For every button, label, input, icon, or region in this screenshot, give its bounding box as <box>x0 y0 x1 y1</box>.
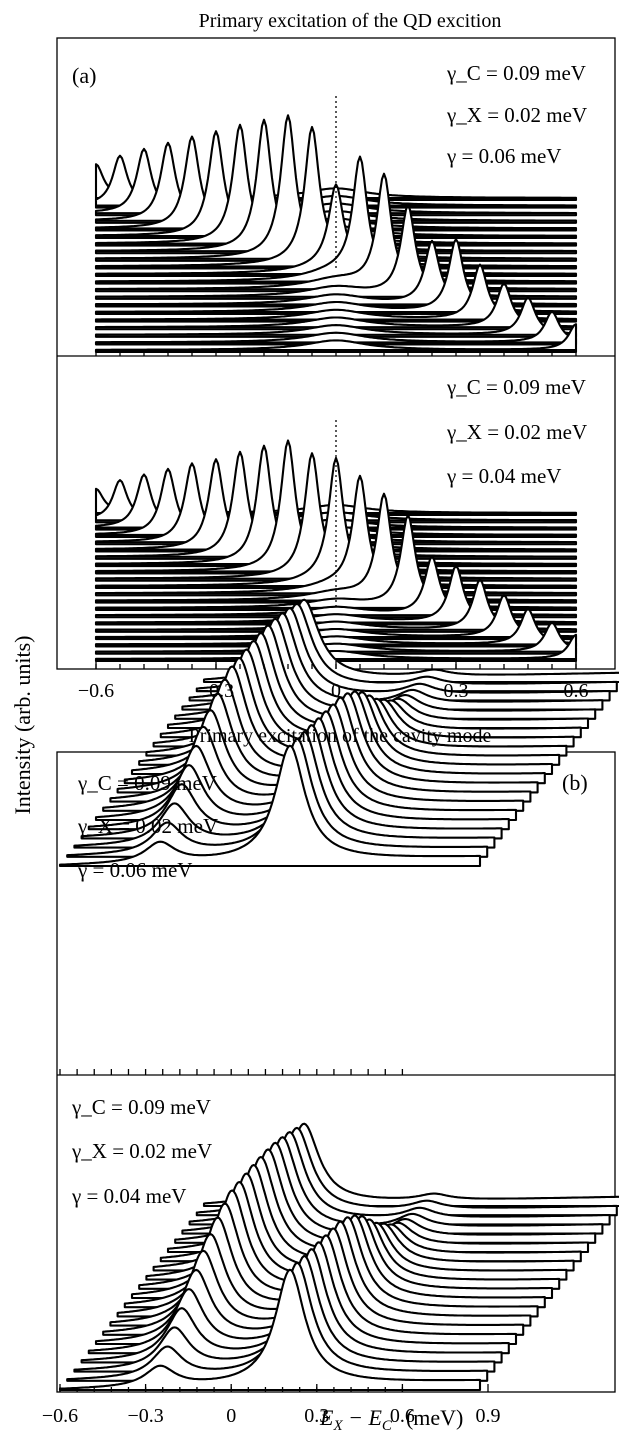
panel-b-lower-param-1: γ_C = 0.09 meV <box>71 1095 211 1119</box>
x-axis-label-e: E <box>319 1405 334 1430</box>
panel-a-lower-param-3: γ = 0.04 meV <box>446 464 561 488</box>
x-axis-label-unit: (meV) <box>406 1405 463 1430</box>
panel-b-upper-param-3: γ = 0.06 meV <box>77 858 192 882</box>
y-axis-label: Intensity (arb. units) <box>10 635 35 814</box>
spectrum-curve <box>58 1268 482 1392</box>
panel-a-tag: (a) <box>72 63 96 88</box>
panel-b-lower-param-3: γ = 0.04 meV <box>71 1184 186 1208</box>
panel-a-upper-param-1: γ_C = 0.09 meV <box>446 61 586 85</box>
x-tick-label: −0.6 <box>42 1405 78 1427</box>
x-tick-label: 0.9 <box>476 1405 501 1427</box>
x-tick-label: −0.3 <box>198 680 234 702</box>
panel-b-upper-spectra <box>58 598 619 868</box>
panel-a-title: Primary excitation of the QD excition <box>199 10 502 32</box>
x-axis-label-sub-x: X <box>332 1418 343 1434</box>
panel-a-upper-param-3: γ = 0.06 meV <box>446 144 561 168</box>
x-tick-label: 0 <box>226 1405 236 1427</box>
panel-b-lower-param-2: γ_X = 0.02 meV <box>71 1139 212 1163</box>
spectrum-curve <box>58 744 482 868</box>
panel-a-upper-spectra <box>94 96 578 354</box>
panel-b-upper-param-1: γ_C = 0.09 meV <box>77 771 217 795</box>
panel-a-lower-param-1: γ_C = 0.09 meV <box>446 375 586 399</box>
panel-b-tag: (b) <box>562 770 588 795</box>
panel-a-upper-param-2: γ_X = 0.02 meV <box>446 103 587 127</box>
panel-b-upper-param-2: γ_X = 0.02 meV <box>77 814 218 838</box>
x-tick-label: 0.3 <box>304 1405 329 1427</box>
panel-b-title: Primary excitation of the cavity mode <box>189 725 492 747</box>
panel-b-x-ticks: −0.6 −0.3 0 0.3 0.6 0.9 <box>42 1069 501 1427</box>
panel-a-lower-param-2: γ_X = 0.02 meV <box>446 420 587 444</box>
x-tick-label: 0.6 <box>564 680 589 702</box>
x-tick-label: 0.3 <box>444 680 469 702</box>
x-axis-label-sub-c: C <box>382 1418 393 1434</box>
x-axis-label-minus-e: − E <box>343 1405 383 1430</box>
x-tick-label: 0.6 <box>390 1405 415 1427</box>
x-axis-label: EX − EC (meV) <box>319 1405 463 1434</box>
panel-a-lower-spectra <box>94 420 578 663</box>
panel-b-lower-spectra <box>58 1122 619 1392</box>
x-tick-label: −0.6 <box>78 680 114 702</box>
x-tick-label: 0 <box>331 680 341 702</box>
x-tick-label: −0.3 <box>127 1405 163 1427</box>
panel-a-x-ticks: −0.6 −0.3 0 0.3 0.6 <box>78 350 589 702</box>
